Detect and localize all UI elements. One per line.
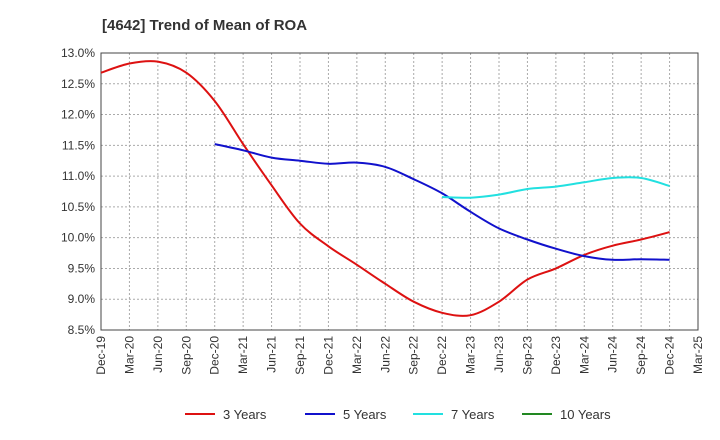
x-tick-label: Mar-25	[691, 336, 705, 374]
y-tick-label: 13.0%	[61, 46, 95, 60]
x-tick-label: Jun-22	[378, 336, 392, 373]
x-tick-label: Jun-24	[606, 336, 620, 373]
plot-area: 8.5% 9.0% 9.5% 10.0% 10.5% 11.0% 11.5% 12.0% 12.…	[61, 46, 705, 375]
x-tick-label: Sep-20	[179, 336, 193, 375]
legend-label: 10 Years	[560, 407, 611, 422]
plot-background	[101, 53, 698, 330]
x-tick-label: Dec-24	[663, 336, 677, 375]
x-tick-label: Dec-20	[208, 336, 222, 375]
x-tick-label: Jun-23	[492, 336, 506, 373]
x-tick-label: Dec-21	[321, 336, 335, 375]
x-tick-label: Mar-22	[350, 336, 364, 374]
x-tick-label: Dec-23	[549, 336, 563, 375]
x-tick-label: Sep-21	[293, 336, 307, 375]
x-tick-label: Sep-24	[634, 336, 648, 375]
y-tick-label: 10.0%	[61, 231, 95, 245]
y-tick-label: 12.0%	[61, 108, 95, 122]
legend: 3 Years 5 Years 7 Years 10 Years	[185, 407, 611, 422]
x-tick-label: Mar-23	[464, 336, 478, 374]
series-line-7-years	[442, 176, 670, 199]
x-tick-label: Dec-22	[435, 336, 449, 375]
x-tick-label: Mar-20	[122, 336, 136, 374]
legend-label: 3 Years	[223, 407, 267, 422]
y-tick-label: 10.5%	[61, 200, 95, 214]
y-tick-label: 9.0%	[68, 292, 96, 306]
x-tick-label: Dec-19	[94, 336, 108, 375]
legend-label: 7 Years	[451, 407, 495, 422]
y-tick-label: 12.5%	[61, 77, 95, 91]
y-tick-label: 8.5%	[68, 323, 96, 337]
plot-border	[100, 52, 699, 331]
series-line-3-years	[100, 59, 670, 317]
y-tick-label: 11.0%	[62, 169, 95, 183]
x-tick-label: Sep-23	[520, 336, 534, 375]
x-tick-label: Mar-21	[236, 336, 250, 374]
y-tick-label: 9.5%	[68, 261, 96, 275]
chart-title: [4642] Trend of Mean of ROA	[102, 17, 307, 34]
x-tick-label: Sep-22	[407, 336, 421, 375]
y-tick-label: 11.5%	[62, 138, 95, 152]
series-line-5-years	[214, 143, 670, 261]
legend-label: 5 Years	[343, 407, 387, 422]
x-tick-label: Jun-20	[151, 336, 165, 373]
x-tick-label: Mar-24	[577, 336, 591, 374]
x-tick-label: Jun-21	[265, 336, 279, 373]
